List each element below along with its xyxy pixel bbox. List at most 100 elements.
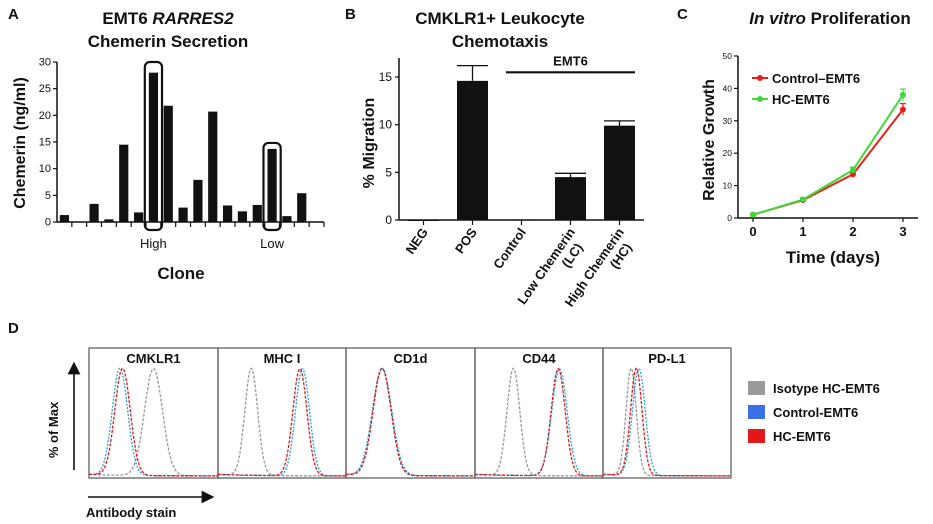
- bar-high-chemerin-hc-: [604, 125, 635, 220]
- y-tick-label: 10: [723, 181, 733, 191]
- histogram-title: CMKLR1: [126, 351, 180, 366]
- histogram-curve-isotype: [346, 367, 475, 477]
- panel-a-title-line2: Chemerin Secretion: [88, 32, 249, 51]
- x-tick-label: Control: [490, 225, 529, 271]
- legend-swatch: [748, 381, 765, 395]
- y-tick-label: 30: [723, 116, 733, 126]
- histogram-curve-control: [89, 367, 218, 477]
- bar-clone-1: [59, 215, 70, 222]
- bar-clone-10: [193, 179, 203, 222]
- panel-c-xlabel: Time (days): [786, 248, 880, 267]
- panel-b-ylabel: % Migration: [361, 98, 378, 189]
- panel-d-xlabel: Antibody stain: [86, 505, 176, 520]
- bar-clone-8: [163, 105, 173, 222]
- histogram-title: PD-L1: [648, 351, 686, 366]
- histogram-box-pd-l1: [602, 347, 732, 479]
- panel-b-title-line1: CMKLR1+ Leukocyte: [415, 9, 585, 28]
- panel-a-xlabel: Clone: [157, 264, 204, 283]
- x-tick-label: 3: [899, 224, 906, 239]
- panel-d-ylabel: % of Max: [46, 401, 61, 458]
- panel-d-legend: Isotype HC-EMT6 Control-EMT6 HC-EMT6: [748, 381, 880, 444]
- bar-clone-9: [178, 207, 188, 222]
- panel-b-letter: B: [345, 6, 356, 23]
- y-tick-label: 5: [385, 165, 392, 179]
- histogram-curve-control: [475, 368, 603, 477]
- y-tick-label: 0: [727, 213, 732, 223]
- panel-b-title-line2: Chemotaxis: [452, 32, 548, 51]
- x-tick-label: NEG: [403, 225, 431, 257]
- legend-label: Isotype HC-EMT6: [773, 381, 880, 396]
- y-tick-label: 0: [45, 217, 51, 229]
- y-tick-label: 20: [39, 110, 51, 122]
- histogram-curve-hc: [89, 367, 218, 477]
- legend-label: Control–EMT6: [772, 71, 860, 86]
- y-tick-label: 50: [723, 51, 733, 61]
- panel-a-title-line1: EMT6 RARRES2: [102, 9, 234, 28]
- bar-clone-12: [222, 205, 233, 222]
- bar-neg: [408, 220, 439, 221]
- chart-c: 0 10 20 30 40 50 0 1 2 3 Control–EMT6 HC-EMT6: [723, 51, 918, 239]
- data-point: [750, 211, 756, 218]
- histogram-box-cd44: [474, 347, 604, 479]
- bar-clone-3: [89, 203, 99, 222]
- histogram-curve-isotype: [603, 367, 731, 477]
- y-tick-label: 25: [39, 83, 51, 95]
- y-tick-label: 20: [723, 148, 733, 158]
- bar-clone-6: [133, 212, 144, 222]
- bar-clone-13: [237, 211, 248, 222]
- low-clone-box: [262, 141, 282, 232]
- panel-c-title-a: In vitro: [749, 9, 806, 28]
- histogram-title: CD1d: [394, 351, 428, 366]
- legend-label: HC-EMT6: [772, 92, 830, 107]
- x-tick-label: 1: [799, 224, 806, 239]
- bar-pos: [457, 80, 488, 220]
- histogram-curve-control: [218, 368, 346, 477]
- data-point: [850, 167, 856, 174]
- legend-marker: [757, 96, 763, 102]
- histogram-box-cd1d: [345, 347, 476, 479]
- panel-c: C In vitro Proliferation 0 10 20 30 40 50 0 1 2 3…: [677, 6, 918, 267]
- panel-a-ylabel: Chemerin (ng/ml): [12, 77, 29, 209]
- panel-a: A EMT6 RARRES2 Chemerin Secretion 0 5 10 15…: [8, 6, 325, 283]
- histogram-curve-hc: [603, 367, 731, 477]
- legend-marker: [757, 75, 763, 81]
- data-point: [900, 91, 906, 98]
- y-tick-label: 0: [385, 213, 392, 227]
- bar-clone-5: [119, 144, 129, 222]
- panel-c-letter: C: [677, 6, 688, 23]
- y-tick-label: 10: [39, 163, 51, 175]
- x-tick-label: POS: [452, 225, 480, 256]
- chart-d: CMKLR1 MHC I CD1d CD44 PD-L1: [88, 347, 732, 479]
- histogram-curve-isotype: [89, 367, 218, 477]
- bar-clone-15: [267, 148, 277, 222]
- data-point: [800, 196, 806, 203]
- panel-d: D % of Max Antibody stain CMKLR1 MHC I CD1…: [8, 320, 880, 520]
- panel-a-letter: A: [8, 6, 19, 23]
- series-line-control-emt6: [752, 108, 904, 216]
- y-tick-label: 10: [379, 118, 393, 132]
- y-tick-label: 40: [723, 83, 733, 93]
- histogram-curve-hc: [475, 367, 603, 477]
- panel-a-title-line1-a: EMT6: [102, 9, 152, 28]
- series-line-hc-emt6: [752, 94, 904, 216]
- histogram-title: MHC I: [264, 351, 301, 366]
- bar-clone-11: [208, 111, 218, 222]
- histogram-curve-control: [603, 367, 731, 477]
- high-clone-box: [143, 60, 164, 232]
- panel-c-title-b: Proliferation: [806, 9, 911, 28]
- bar-clone-4: [104, 219, 114, 222]
- histogram-curve-hc: [218, 368, 346, 477]
- x-tick-label-line1: POS: [452, 225, 480, 256]
- histogram-box-cmklr1: [88, 347, 219, 479]
- data-point: [900, 106, 906, 113]
- x-tick-label: 2: [849, 224, 856, 239]
- bar-control: [506, 219, 537, 221]
- y-tick-label: 5: [45, 190, 51, 202]
- histogram-title: CD44: [522, 351, 556, 366]
- x-tick-label-line1: Control: [490, 225, 529, 271]
- data-point: [850, 171, 856, 178]
- low-label: Low: [260, 236, 284, 251]
- bar-clone-16: [282, 216, 292, 222]
- y-tick-label: 15: [39, 137, 51, 149]
